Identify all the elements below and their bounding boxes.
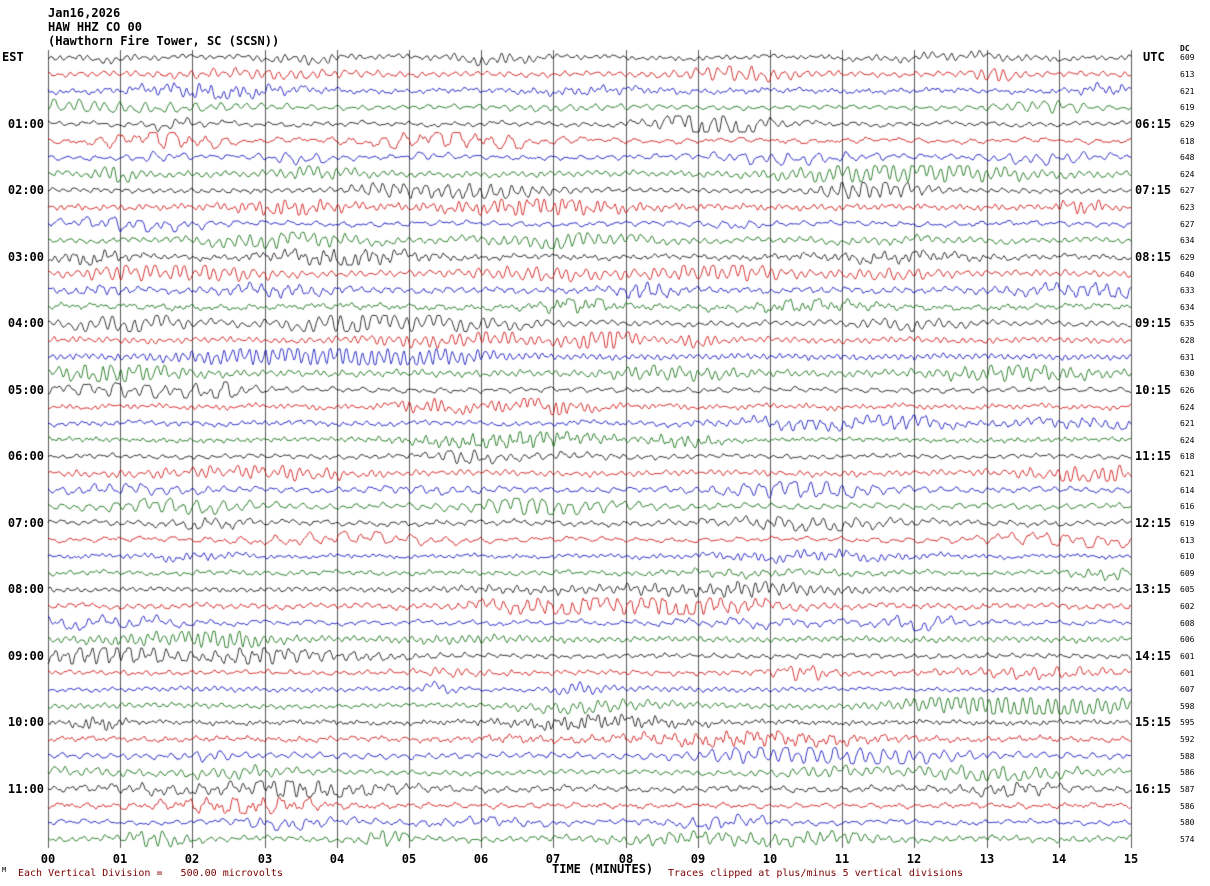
dc-offset-value: 618 [1180,137,1195,146]
x-tick-label: 08 [618,852,634,866]
dc-offset-value: 626 [1180,386,1195,395]
est-hour-label: 01:00 [7,117,44,131]
dc-offset-value: 609 [1180,569,1195,578]
est-hour-label: 09:00 [7,649,44,663]
x-tick-label: 02 [184,852,200,866]
utc-hour-label: 15:15 [1135,715,1172,729]
est-hour-label: 04:00 [7,316,44,330]
utc-hour-label: 13:15 [1135,582,1172,596]
dc-offset-value: 624 [1180,170,1195,179]
est-hour-label: 05:00 [7,383,44,397]
vertical-division-note: Each Vertical Division = 500.00 microvol… [18,868,283,879]
utc-hour-label: 10:15 [1135,383,1172,397]
utc-hour-label: 16:15 [1135,782,1172,796]
x-tick-label: 07 [545,852,561,866]
x-tick-label: 03 [257,852,273,866]
x-tick-label: 05 [401,852,417,866]
dc-offset-value: 580 [1180,818,1195,827]
utc-hour-label: 14:15 [1135,649,1172,663]
dc-offset-value: 621 [1180,87,1195,96]
header-date: Jan16,2026 [48,6,121,20]
left-axis-header-est: EST [2,50,24,64]
utc-hour-label: 09:15 [1135,316,1172,330]
dc-offset-value: 613 [1180,536,1195,545]
x-tick-label: 00 [40,852,56,866]
dc-offset-value: 588 [1180,752,1195,761]
dc-offset-value: 629 [1180,253,1195,262]
header-station-location: (Hawthorn Fire Tower, SC (SCSN)) [48,34,280,48]
est-hour-label: 02:00 [7,183,44,197]
est-hour-label: 08:00 [7,582,44,596]
dc-offset-value: 634 [1180,303,1195,312]
dc-offset-value: 627 [1180,186,1195,195]
dc-offset-value: 634 [1180,236,1195,245]
x-tick-label: 10 [762,852,778,866]
dc-offset-value: 605 [1180,585,1195,594]
dc-offset-value: 587 [1180,785,1195,794]
dc-offset-value: 627 [1180,220,1195,229]
dc-offset-value: 640 [1180,270,1195,279]
dc-offset-value: 608 [1180,619,1195,628]
utc-hour-label: 11:15 [1135,449,1172,463]
dc-offset-value: 624 [1180,436,1195,445]
dc-offset-value: 592 [1180,735,1195,744]
dc-offset-value: 614 [1180,486,1195,495]
x-tick-label: 13 [979,852,995,866]
right-axis-header-utc: UTC [1143,50,1165,64]
est-hour-label: 10:00 [7,715,44,729]
est-hour-label: 07:00 [7,516,44,530]
dc-offset-value: 613 [1180,70,1195,79]
x-tick-label: 11 [834,852,850,866]
dc-offset-value: 628 [1180,336,1195,345]
dc-offset-value: 624 [1180,403,1195,412]
dc-offset-value: 631 [1180,353,1195,362]
x-axis-title: TIME (MINUTES) [552,862,654,876]
dc-offset-value: 610 [1180,552,1195,561]
x-tick-label: 14 [1051,852,1067,866]
dc-offset-value: 618 [1180,452,1195,461]
utc-hour-label: 08:15 [1135,250,1172,264]
utc-hour-label: 06:15 [1135,117,1172,131]
dc-offset-value: 621 [1180,419,1195,428]
dc-offset-value: 619 [1180,519,1195,528]
dc-offset-value: 598 [1180,702,1195,711]
dc-offset-value: 619 [1180,103,1195,112]
est-hour-label: 11:00 [7,782,44,796]
dc-offset-value: 621 [1180,469,1195,478]
dc-offset-value: 623 [1180,203,1195,212]
clipping-note: Traces clipped at plus/minus 5 vertical … [668,868,964,879]
dc-offset-value: 633 [1180,286,1195,295]
x-tick-label: 01 [112,852,128,866]
dc-offset-value: 609 [1180,53,1195,62]
utc-hour-label: 07:15 [1135,183,1172,197]
dc-offset-value: 586 [1180,802,1195,811]
dc-offset-value: 601 [1180,652,1195,661]
dc-column-header: DC [1180,44,1190,53]
est-hour-label: 06:00 [7,449,44,463]
x-tick-label: 15 [1123,852,1139,866]
utc-hour-label: 12:15 [1135,516,1172,530]
dc-offset-value: 574 [1180,835,1195,844]
dc-offset-value: 616 [1180,502,1195,511]
dc-offset-value: 629 [1180,120,1195,129]
dc-offset-value: 601 [1180,669,1195,678]
dc-offset-value: 630 [1180,369,1195,378]
dc-offset-value: 606 [1180,635,1195,644]
dc-offset-value: 602 [1180,602,1195,611]
dc-offset-value: 586 [1180,768,1195,777]
corner-mark: M [2,866,7,874]
header-station-code: HAW HHZ CO 00 [48,20,142,34]
x-tick-label: 04 [329,852,345,866]
dc-offset-value: 595 [1180,718,1195,727]
dc-offset-value: 648 [1180,153,1195,162]
dc-offset-value: 607 [1180,685,1195,694]
x-tick-label: 12 [906,852,922,866]
x-tick-label: 09 [690,852,706,866]
dc-offset-value: 635 [1180,319,1195,328]
x-tick-label: 06 [473,852,489,866]
est-hour-label: 03:00 [7,250,44,264]
